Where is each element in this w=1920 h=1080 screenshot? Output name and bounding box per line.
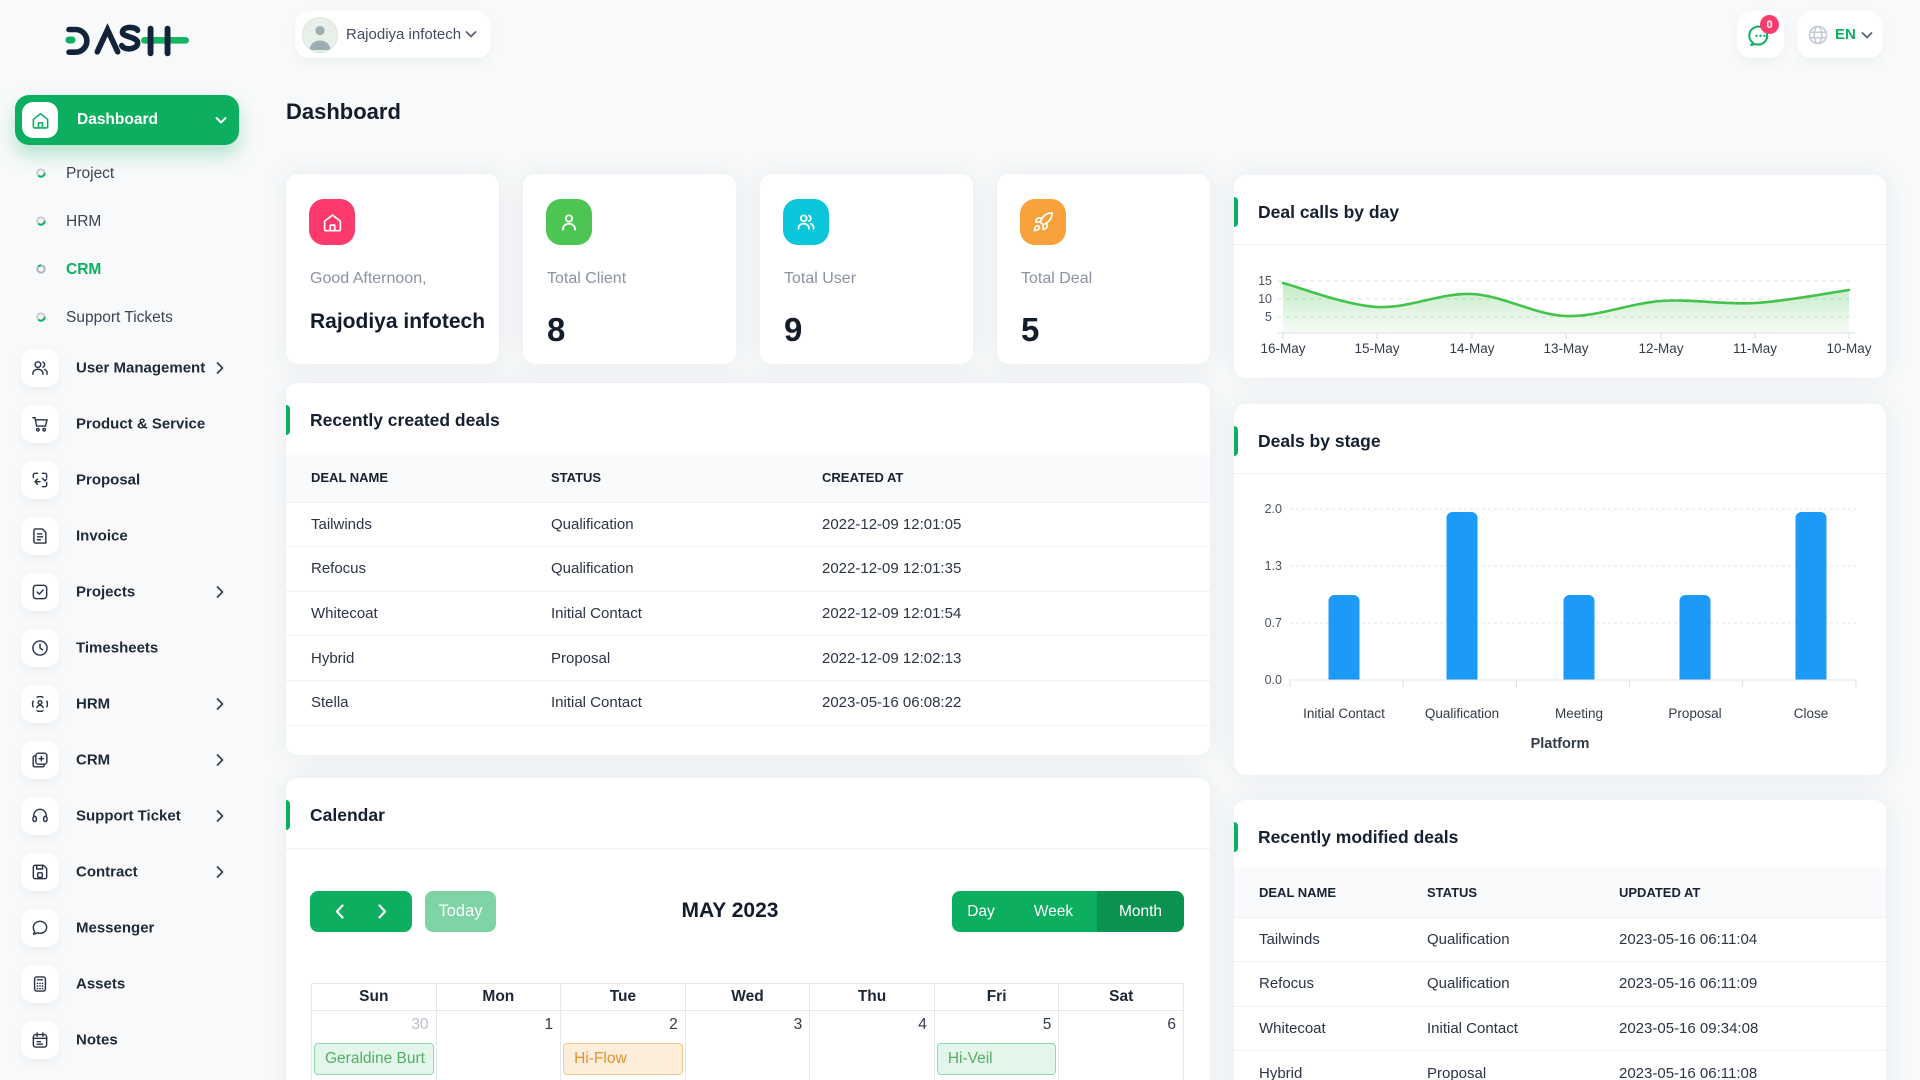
svg-text:Meeting: Meeting xyxy=(1555,706,1603,721)
svg-text:15: 15 xyxy=(1258,274,1272,288)
svg-text:10-May: 10-May xyxy=(1826,341,1871,356)
svg-text:Platform: Platform xyxy=(1531,736,1590,752)
svg-text:0.0: 0.0 xyxy=(1265,673,1282,687)
svg-text:15-May: 15-May xyxy=(1354,341,1399,356)
svg-text:16-May: 16-May xyxy=(1260,341,1305,356)
svg-text:10: 10 xyxy=(1258,292,1272,306)
svg-text:5: 5 xyxy=(1265,310,1272,324)
svg-text:13-May: 13-May xyxy=(1543,341,1588,356)
svg-text:14-May: 14-May xyxy=(1449,341,1494,356)
svg-text:Qualification: Qualification xyxy=(1425,706,1499,721)
svg-text:1.3: 1.3 xyxy=(1265,559,1282,573)
svg-text:Proposal: Proposal xyxy=(1668,706,1721,721)
svg-text:2.0: 2.0 xyxy=(1265,502,1282,516)
svg-text:11-May: 11-May xyxy=(1733,341,1777,356)
svg-text:Close: Close xyxy=(1794,706,1829,721)
svg-text:Initial Contact: Initial Contact xyxy=(1303,706,1385,721)
svg-text:12-May: 12-May xyxy=(1638,341,1683,356)
svg-text:0.7: 0.7 xyxy=(1265,616,1282,630)
